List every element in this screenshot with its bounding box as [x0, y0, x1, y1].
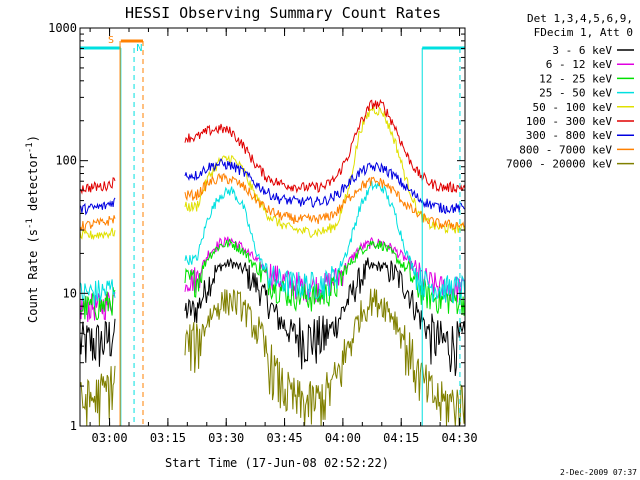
x-tick-label-5: 04:15	[383, 431, 419, 445]
x-tick-label-2: 03:30	[208, 431, 244, 445]
y-tick-label-1: 10	[63, 286, 77, 300]
legend-label-5: 100 - 300 keV	[526, 115, 612, 128]
series-line-5	[79, 98, 466, 195]
series-line-0	[79, 257, 466, 377]
series-line-1	[79, 236, 466, 323]
x-tick-label-6: 04:30	[441, 431, 477, 445]
series-line-7	[79, 172, 466, 231]
series-line-4	[79, 105, 466, 241]
x-tick-label-0: 03:00	[91, 431, 127, 445]
legend-label-1: 6 - 12 keV	[546, 58, 613, 71]
y-axis-label: Count Rate (s-1 detector-1)	[25, 135, 40, 323]
x-axis-label: Start Time (17-Jun-08 02:52:22)	[165, 456, 389, 470]
legend-label-6: 300 - 800 keV	[526, 129, 612, 142]
legend-label-0: 3 - 6 keV	[552, 44, 612, 57]
plot-frame	[79, 27, 466, 427]
legend-label-2: 12 - 25 keV	[539, 72, 612, 85]
timestamp-footer: 2-Dec-2009 07:37	[560, 468, 637, 477]
series-line-3	[79, 180, 466, 306]
series-line-8	[79, 288, 466, 427]
series-line-2	[79, 238, 466, 321]
series-line-6	[79, 157, 466, 216]
series-lines	[79, 98, 466, 427]
legend: Det 1,3,4,5,6,9, FDecim 1, Att 0 3 - 6 k…	[506, 12, 634, 171]
axis-ticks: 03:00 03:15 03:30 03:45 04:00 04:15 04:30 1 10 10…	[48, 21, 478, 445]
y-tick-label-0: 1	[70, 419, 77, 433]
chart-title: HESSI Observing Summary Count Rates	[125, 4, 441, 22]
legend-label-4: 50 - 100 keV	[533, 101, 613, 114]
y-tick-label-2: 100	[55, 154, 77, 168]
x-tick-label-3: 03:45	[266, 431, 302, 445]
x-tick-label-1: 03:15	[150, 431, 186, 445]
legend-label-7: 800 - 7000 keV	[519, 143, 612, 156]
saa-label: S	[108, 35, 114, 46]
night-label: N	[136, 43, 142, 54]
legend-label-3: 25 - 50 keV	[539, 87, 612, 100]
legend-header-1: Det 1,3,4,5,6,9,	[527, 12, 633, 25]
legend-label-8: 7000 - 20000 keV	[506, 158, 612, 171]
x-tick-label-4: 04:00	[325, 431, 361, 445]
legend-header-2: FDecim 1, Att 0	[534, 26, 633, 39]
segment-markers: SN	[80, 35, 465, 426]
y-tick-label-3: 1000	[48, 21, 77, 35]
